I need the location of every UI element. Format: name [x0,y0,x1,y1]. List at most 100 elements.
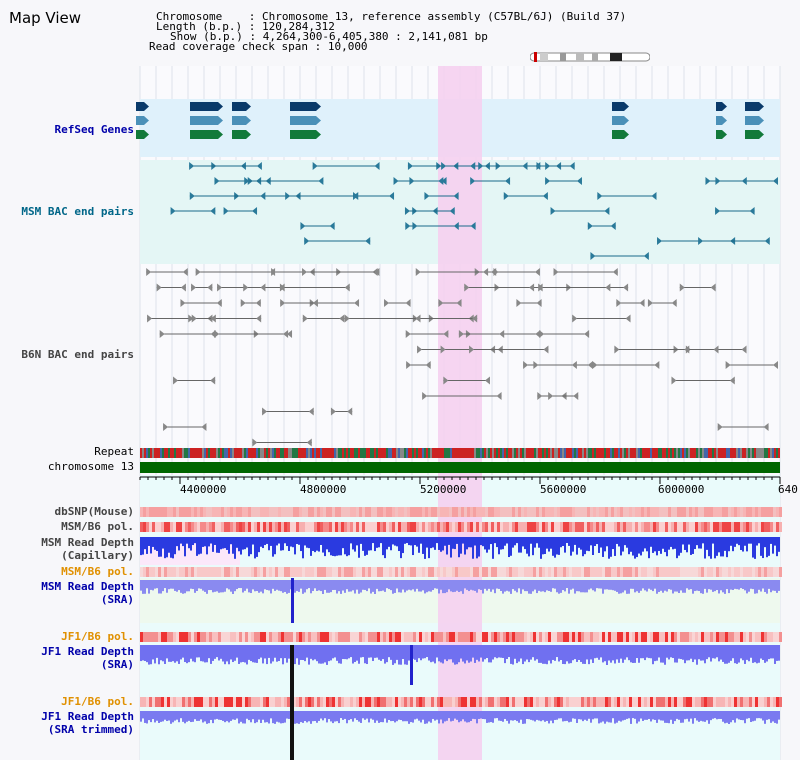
repeat-segment [220,448,222,458]
polymorphism-tracks[interactable] [140,522,782,707]
heat-cell [392,507,395,517]
heat-cell [617,522,620,532]
heat-cell [278,507,281,517]
heat-cell [560,697,563,707]
depth-bar [242,537,244,550]
repeat-segment [256,448,258,458]
depth-bar [714,711,716,719]
heat-cell [368,632,371,642]
depth-bar [570,645,572,664]
heat-cell [413,567,416,577]
heat-cell [419,507,422,517]
heat-cell [320,507,323,517]
heat-cell [332,697,335,707]
depth-bar [354,645,356,663]
msm-bac-end-pairs[interactable] [170,162,778,260]
depth-bar [526,645,528,660]
heat-cell [623,567,626,577]
heat-cell [140,567,143,577]
bac-end [252,438,258,447]
heat-cell [548,697,551,707]
heat-cell [152,632,155,642]
bac-end [422,392,428,400]
heat-cell [191,507,194,517]
heat-cell [272,567,275,577]
bac-end [698,237,704,245]
heat-cell [398,632,401,642]
gene-feature [716,102,722,111]
bac-end [623,283,629,292]
heat-cell [428,507,431,517]
repeat-segment [290,448,292,458]
heat-cell [509,697,512,707]
heat-cell [563,507,566,517]
depth-bar [592,711,594,720]
depth-bar [200,711,202,720]
heat-cell [437,522,440,532]
depth-bar [284,580,286,592]
depth-bar [534,537,536,548]
heat-cell [410,507,413,517]
depth-bar [622,711,624,721]
depth-bar [372,645,374,662]
bac-end [553,268,559,276]
heat-cell [431,567,434,577]
chromosome-ideogram[interactable] [530,52,650,62]
repeat-track[interactable] [140,448,780,458]
heat-cell [605,632,608,642]
heat-cell [566,522,569,532]
depth-bar [720,580,722,591]
bac-end [189,192,195,200]
depth-bar [592,645,594,663]
heat-cell [569,522,572,532]
depth-bar [680,711,682,723]
depth-bar [492,711,494,723]
b6n-bac-end-pairs[interactable] [146,268,778,447]
depth-bar [736,580,738,590]
heat-cell [422,567,425,577]
repeat-segment [344,448,346,458]
heat-cell [425,522,428,532]
depth-bar [768,711,770,720]
heat-cell [683,697,686,707]
depth-bar [630,580,632,589]
heat-cell [779,567,782,577]
repeat-segment [560,448,562,458]
depth-bar [490,537,492,545]
heat-cell [698,522,701,532]
heat-cell [302,697,305,707]
depth-bar [504,580,506,592]
repeat-segment [352,448,354,458]
depth-bar [502,537,504,550]
dbsnp-track[interactable] [140,507,782,517]
depth-bar [300,645,302,660]
refseq-genes[interactable] [136,102,764,139]
depth-bar [238,645,240,664]
depth-bar [506,645,508,660]
repeat-segment [566,448,568,458]
heat-cell [182,697,185,707]
heat-cell [173,697,176,707]
label-msm-depth-sra: MSM Read Depth [41,580,134,593]
depth-bar [716,645,718,658]
heat-cell [758,632,761,642]
depth-bar [242,580,244,593]
gene-arrow [316,130,321,139]
depth-bar [764,537,766,548]
heat-cell [668,507,671,517]
depth-bar [382,645,384,660]
heat-cell [605,507,608,517]
repeat-segment [504,448,506,458]
depth-bar [304,645,306,662]
depth-bar [622,537,624,552]
depth-bar [516,711,518,722]
depth-bar [238,711,240,724]
heat-cell [623,632,626,642]
bac-end [470,177,476,185]
depth-bar [678,537,680,556]
bac-end [715,207,721,215]
gene-arrow [144,102,149,111]
depth-bar [474,537,476,546]
depth-bar [288,711,290,719]
